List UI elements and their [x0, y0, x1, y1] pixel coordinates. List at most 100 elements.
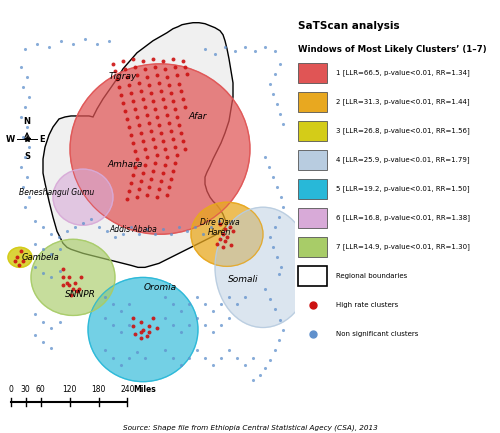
- Point: [256, 371, 264, 378]
- Point: [151, 144, 159, 151]
- Point: [161, 65, 169, 72]
- Point: [125, 301, 133, 308]
- Point: [143, 192, 151, 199]
- Point: [261, 154, 269, 161]
- Point: [113, 75, 121, 82]
- Point: [137, 129, 145, 136]
- Point: [183, 71, 191, 78]
- Ellipse shape: [31, 239, 115, 316]
- Point: [71, 224, 79, 231]
- Point: [79, 220, 87, 227]
- Text: Miles: Miles: [133, 385, 156, 394]
- Point: [161, 103, 169, 110]
- Point: [101, 314, 109, 321]
- Point: [241, 361, 249, 368]
- Point: [149, 97, 157, 104]
- Text: 6 [LLR=16.8, p-value<0.01, RR=1.38]: 6 [LLR=16.8, p-value<0.01, RR=1.38]: [336, 215, 470, 221]
- Point: [21, 154, 29, 161]
- Point: [151, 231, 159, 238]
- Point: [159, 95, 167, 102]
- Point: [165, 120, 173, 126]
- Point: [151, 160, 159, 167]
- Point: [275, 214, 283, 221]
- Point: [185, 354, 193, 361]
- Point: [56, 246, 64, 253]
- Text: 180: 180: [92, 385, 106, 394]
- Ellipse shape: [70, 64, 250, 234]
- Point: [23, 73, 31, 80]
- Point: [167, 90, 175, 97]
- Point: [141, 354, 149, 361]
- Point: [165, 81, 173, 88]
- Point: [71, 280, 79, 287]
- Point: [271, 224, 279, 231]
- Point: [105, 37, 113, 44]
- Point: [151, 63, 159, 70]
- Text: Afar: Afar: [189, 113, 208, 121]
- Text: Dire Dawa
Hareri: Dire Dawa Hareri: [200, 217, 240, 237]
- Bar: [298, 92, 328, 112]
- Point: [123, 73, 131, 80]
- Text: 7 [LLR=14.9, p-value<0.01, RR=1.30]: 7 [LLR=14.9, p-value<0.01, RR=1.30]: [336, 244, 469, 250]
- Bar: [298, 179, 328, 199]
- Point: [159, 170, 167, 177]
- Point: [145, 328, 153, 335]
- Text: Amhara: Amhara: [108, 160, 142, 168]
- Point: [193, 346, 201, 353]
- Point: [169, 301, 177, 308]
- Point: [167, 231, 175, 238]
- Point: [155, 79, 163, 86]
- Point: [153, 71, 161, 78]
- Point: [139, 57, 147, 64]
- Point: [93, 40, 101, 47]
- Point: [233, 354, 241, 361]
- Point: [17, 113, 25, 120]
- Point: [127, 180, 135, 187]
- Point: [191, 224, 199, 231]
- Point: [217, 301, 225, 308]
- Point: [159, 57, 167, 64]
- Point: [123, 196, 131, 203]
- Point: [111, 234, 119, 241]
- Point: [69, 40, 77, 47]
- Point: [225, 346, 233, 353]
- Bar: [298, 266, 328, 286]
- Point: [21, 45, 29, 52]
- Point: [109, 354, 117, 361]
- Point: [153, 113, 161, 120]
- Point: [129, 55, 137, 62]
- Point: [225, 294, 233, 301]
- Point: [181, 63, 189, 70]
- Point: [75, 286, 83, 293]
- Point: [31, 311, 39, 318]
- Point: [45, 43, 53, 50]
- Point: [173, 113, 181, 120]
- Point: [177, 87, 185, 94]
- Point: [217, 321, 225, 328]
- Text: 3 [LLR=26.8, p-value<0.01, RR=1.56]: 3 [LLR=26.8, p-value<0.01, RR=1.56]: [336, 128, 469, 135]
- Point: [273, 254, 281, 261]
- Point: [241, 43, 249, 50]
- Point: [161, 314, 169, 321]
- Point: [279, 120, 287, 127]
- Point: [183, 228, 191, 235]
- Text: SaTScan analysis: SaTScan analysis: [298, 21, 400, 31]
- Point: [101, 294, 109, 301]
- Text: 60: 60: [36, 385, 46, 394]
- Point: [215, 218, 223, 225]
- Point: [129, 322, 137, 329]
- Point: [177, 328, 185, 335]
- Point: [223, 234, 231, 241]
- Point: [169, 168, 177, 174]
- Point: [269, 90, 277, 97]
- Point: [217, 354, 225, 361]
- Point: [121, 65, 129, 72]
- Point: [147, 90, 155, 97]
- Point: [155, 186, 163, 193]
- Point: [171, 160, 179, 167]
- Point: [207, 224, 215, 231]
- Point: [153, 152, 161, 158]
- Point: [175, 122, 183, 129]
- Text: Somali: Somali: [228, 275, 258, 284]
- Point: [185, 321, 193, 328]
